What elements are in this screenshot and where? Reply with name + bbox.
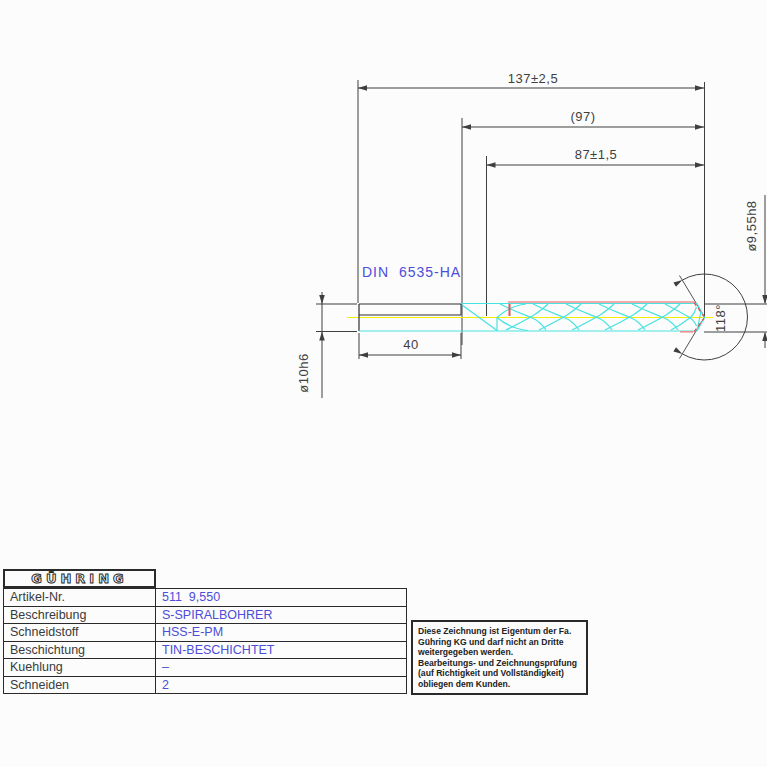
disclaimer-line: weitergegeben werden. [418,647,581,658]
din-standard-label: DIN 6535-HA [362,264,461,280]
dim-point-angle: 118° [713,304,728,332]
disclaimer-line: obliegen dem Kunden. [418,679,581,690]
manufacturer-logo-box: GÜHRING [3,569,156,588]
dim-reference-length: (97) [570,109,595,124]
row-value-beschreibung: S-SPIRALBOHRER [156,606,407,624]
table-row: Artikel-Nr. 511 9,550 [4,589,407,607]
row-label-kuehlung: Kuehlung [4,659,156,677]
table-row: Schneiden 2 [4,676,407,694]
row-value-beschichtung: TIN-BESCHICHTET [156,641,407,659]
dim-shank-diameter: ø10h6 [296,353,311,392]
title-block: GÜHRING Artikel-Nr. 511 9,550 Beschreibu… [3,569,407,694]
dim-overall-length: 137±2,5 [508,71,558,86]
row-value-schneiden: 2 [156,676,407,694]
dim-shank-length: 40 [403,337,418,352]
drill-drawing-canvas: 137±2,5 (97) 87±1,5 40 ø10h6 ø9,55h8 118… [0,0,767,560]
row-value-kuehlung: – [156,659,407,677]
disclaimer-line: Gühring KG und darf nicht an Dritte [418,637,581,648]
part-data-table: Artikel-Nr. 511 9,550 Beschreibung S-SPI… [3,588,407,694]
technical-drawing-page: 137±2,5 (97) 87±1,5 40 ø10h6 ø9,55h8 118… [0,0,767,767]
table-row: Beschichtung TIN-BESCHICHTET [4,641,407,659]
row-label-schneidstoff: Schneidstoff [4,624,156,642]
dim-drill-diameter: ø9,55h8 [744,200,759,251]
disclaimer-line: Bearbeitungs- und Zeichnungsprüfung [418,658,581,669]
table-row: Kuehlung – [4,659,407,677]
disclaimer-line: (auf Richtigkeit und Vollständigkeit) [418,668,581,679]
table-row: Schneidstoff HSS-E-PM [4,624,407,642]
disclaimer-line: Diese Zeichnung ist Eigentum der Fa. [418,626,581,637]
row-value-schneidstoff: HSS-E-PM [156,624,407,642]
row-label-beschichtung: Beschichtung [4,641,156,659]
row-label-schneiden: Schneiden [4,676,156,694]
ownership-disclaimer-box: Diese Zeichnung ist Eigentum der Fa. Güh… [411,620,588,695]
row-label-artikel-nr: Artikel-Nr. [4,589,156,607]
manufacturer-logo: GÜHRING [31,571,128,586]
table-row: Beschreibung S-SPIRALBOHRER [4,606,407,624]
row-value-artikel-nr: 511 9,550 [156,589,407,607]
dim-flute-length: 87±1,5 [575,147,618,162]
row-label-beschreibung: Beschreibung [4,606,156,624]
